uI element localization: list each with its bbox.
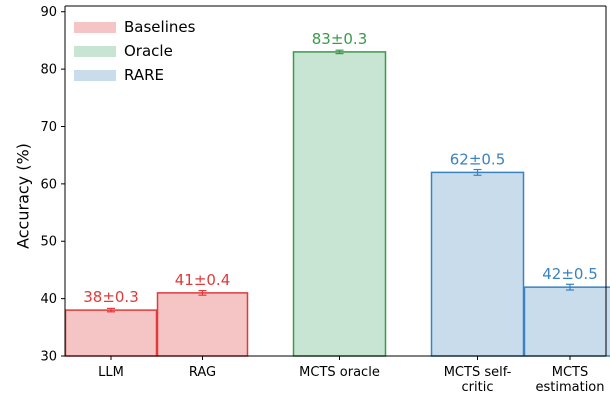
legend: Baselines Oracle RARE — [74, 18, 196, 84]
x-tick-label: RAG — [189, 365, 216, 380]
data-label: 62±0.5 — [450, 150, 506, 168]
y-tick-label: 30 — [40, 350, 57, 365]
legend-label: Baselines — [124, 18, 196, 36]
legend-swatch — [74, 70, 116, 81]
data-label: 42±0.5 — [542, 265, 598, 283]
bar — [292, 51, 387, 357]
data-label: 41±0.4 — [175, 271, 231, 289]
y-axis-label: Accuracy (%) — [14, 143, 33, 249]
labels-layer: 38±0.3 41±0.4 83±0.3 62±0.5 42±0.5 — [83, 30, 598, 306]
x-tick-label: LLM — [98, 365, 124, 380]
x-tick-label: critic — [462, 380, 494, 395]
x-tick-label: MCTS oracle — [299, 365, 380, 380]
legend-swatch — [74, 22, 116, 33]
legend-swatch — [74, 46, 116, 57]
legend-label: RARE — [124, 66, 164, 84]
y-tick-label: 50 — [40, 235, 57, 250]
bar — [64, 309, 158, 357]
x-tick-label: estimation — [535, 380, 604, 395]
y-tick-label: 60 — [40, 177, 57, 192]
y-tick-label: 40 — [40, 292, 57, 307]
bar — [430, 171, 525, 357]
x-tick-label: MCTS self- — [444, 365, 512, 380]
bar — [523, 286, 610, 357]
y-tick-label: 80 — [40, 63, 57, 78]
data-label: 83±0.3 — [312, 30, 368, 48]
legend-label: Oracle — [124, 42, 173, 60]
y-tick-label: 70 — [40, 120, 57, 135]
y-tick-label: 90 — [40, 5, 57, 20]
x-tick-label: MCTS — [552, 365, 589, 380]
data-label: 38±0.3 — [83, 288, 139, 306]
axes-layer: LLM RAG MCTS oracle MCTS self-critic MCTSest… — [40, 5, 607, 395]
bar — [156, 292, 249, 357]
bars-layer — [64, 49, 610, 357]
